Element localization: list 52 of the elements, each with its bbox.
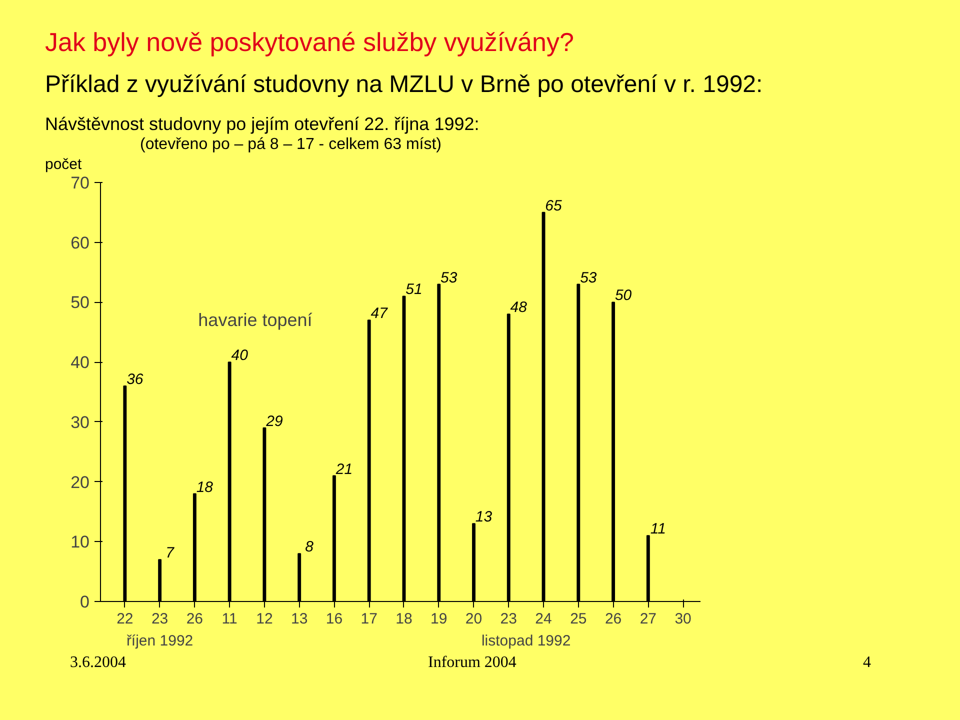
data-label: 51 — [406, 281, 422, 298]
data-label: 50 — [614, 287, 632, 304]
x-tick-label: 26 — [186, 610, 204, 628]
y-tick-label: 20 — [70, 472, 90, 492]
text: listopad 1992 — [481, 632, 571, 650]
data-label: 8 — [305, 538, 314, 556]
text: 3.6.2004 — [70, 653, 126, 673]
x-tick-label: 26 — [604, 610, 622, 628]
x-tick-label: 27 — [640, 610, 657, 628]
chart-title: Jak byly nově poskytované služby využívány? — [45, 26, 574, 59]
y-tick-label: 60 — [70, 233, 90, 252]
text: říjen 1992 — [126, 632, 194, 650]
y-tick-label: 30 — [70, 412, 90, 432]
y-tick-label: 70 — [70, 174, 90, 192]
data-label: 53 — [440, 269, 458, 286]
data-label: 7 — [166, 544, 175, 562]
chart-subtitle: Příklad z využívání studovny na MZLU v Brně po otevření v r. 1992: — [45, 70, 763, 100]
annotation: havarie topení — [198, 310, 312, 330]
data-label: 29 — [265, 412, 284, 430]
data-label: 18 — [196, 478, 214, 496]
x-tick-label: 24 — [535, 610, 552, 628]
x-tick-label: 16 — [326, 610, 343, 628]
text: 4 — [863, 653, 871, 673]
data-label: 47 — [370, 305, 388, 322]
x-tick-label: 19 — [430, 610, 448, 628]
text: Inforum 2004 — [428, 653, 516, 673]
x-tick-label: 23 — [151, 610, 168, 628]
data-label: 40 — [231, 347, 249, 364]
text: (otevřeno po – pá 8 – 17 - celkem 63 míst) — [140, 135, 442, 155]
x-tick-label: 12 — [256, 610, 273, 628]
data-label: 13 — [475, 508, 493, 526]
x-tick-label: 18 — [396, 610, 412, 628]
data-label: 21 — [334, 460, 353, 478]
x-tick-label: 30 — [674, 610, 692, 628]
y-tick-label: 40 — [70, 353, 90, 372]
x-tick-label: 17 — [360, 610, 378, 628]
y-tick-label: 10 — [70, 532, 90, 552]
x-tick-label: 22 — [116, 610, 134, 628]
data-label: 36 — [126, 371, 144, 388]
y-axis-title: počet — [45, 155, 82, 175]
data-label: 53 — [580, 269, 598, 286]
x-tick-label: 13 — [290, 610, 308, 628]
y-tick-label: 0 — [80, 592, 90, 612]
x-tick-label: 20 — [465, 610, 482, 628]
y-tick-label: 50 — [70, 293, 90, 312]
x-tick-label: 23 — [500, 610, 517, 628]
data-label: 65 — [545, 197, 563, 214]
text: Návštěvnost studovny po jejím otevření 22. října 1992: — [45, 113, 480, 136]
x-tick-label: 25 — [570, 610, 587, 628]
data-label: 48 — [510, 299, 528, 316]
x-tick-label: 11 — [222, 610, 238, 628]
data-label: 11 — [650, 520, 666, 538]
